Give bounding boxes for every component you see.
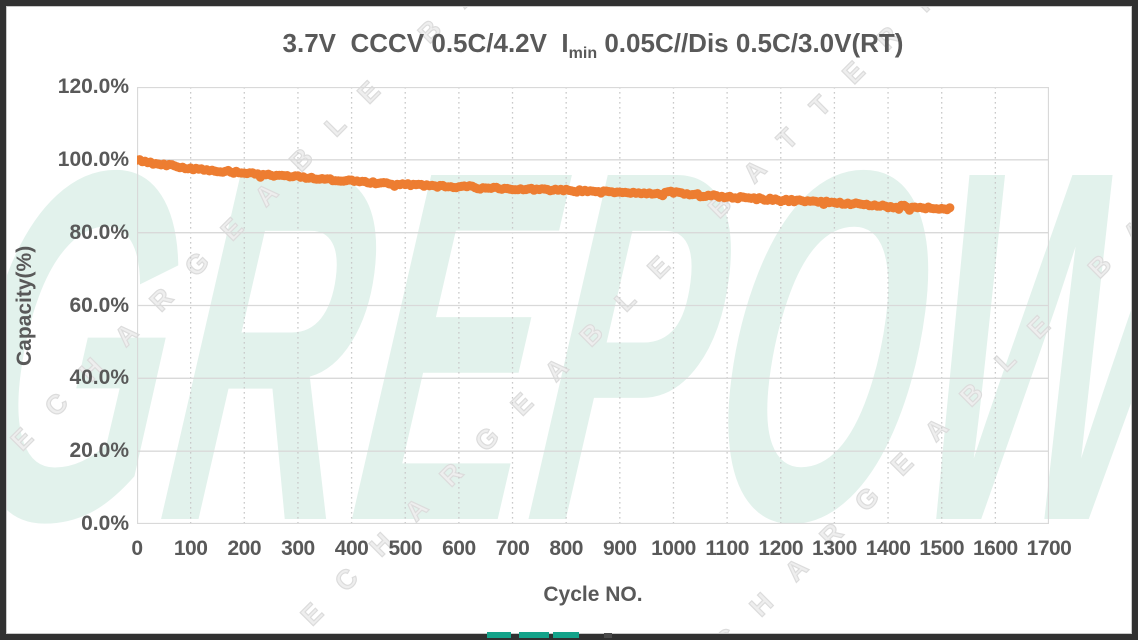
x-tick-label: 300 xyxy=(281,537,315,560)
chart-title: 3.7V CCCV 0.5C/4.2V Imin 0.05C//Dis 0.5C… xyxy=(137,28,1049,63)
x-tick-label: 1400 xyxy=(865,537,911,560)
plot-area xyxy=(137,87,1049,524)
bottom-logo-peek xyxy=(487,632,511,638)
x-tick-label: 1100 xyxy=(705,537,749,560)
y-tick-label: 80.0% xyxy=(69,220,129,244)
y-tick-label: 0.0% xyxy=(81,512,129,535)
x-tick-label: 1700 xyxy=(1026,537,1072,560)
y-tick-label: 20.0% xyxy=(69,439,129,463)
bottom-logo-peek xyxy=(519,632,549,638)
x-tick-label: 1600 xyxy=(972,537,1018,560)
bottom-logo-peek-dark xyxy=(604,633,612,638)
x-tick-label: 1200 xyxy=(758,537,804,560)
x-tick-label: 600 xyxy=(442,537,476,560)
plot-border xyxy=(137,87,1049,524)
x-tick-label: 1300 xyxy=(812,537,857,560)
chart-title-subscript: min xyxy=(568,45,598,63)
x-tick-label: 900 xyxy=(603,537,637,560)
y-tick-label: 60.0% xyxy=(69,293,129,317)
x-tick-label: 800 xyxy=(549,537,583,560)
y-tick-label: 40.0% xyxy=(69,366,129,390)
x-tick-label: 400 xyxy=(334,537,369,560)
x-tick-label: 100 xyxy=(173,537,208,560)
x-tick-label: 0 xyxy=(131,537,143,560)
bottom-logo-peek xyxy=(553,632,579,638)
data-series-capacity xyxy=(137,155,955,215)
x-tick-label: 1500 xyxy=(919,537,965,560)
x-tick-label: 200 xyxy=(227,537,262,560)
chart-title-text: 3.7V CCCV 0.5C/4.2V I xyxy=(282,28,569,58)
x-axis-title: Cycle NO. xyxy=(543,583,643,606)
x-tick-label: 1000 xyxy=(651,537,696,560)
chart-title-text: 0.05C//Dis 0.5C/3.0V(RT) xyxy=(597,28,904,58)
y-tick-label: 100.0% xyxy=(57,147,129,171)
x-tick-label: 500 xyxy=(388,537,423,560)
x-tick-label: 700 xyxy=(495,537,530,560)
y-tick-label: 120.0% xyxy=(57,75,129,98)
